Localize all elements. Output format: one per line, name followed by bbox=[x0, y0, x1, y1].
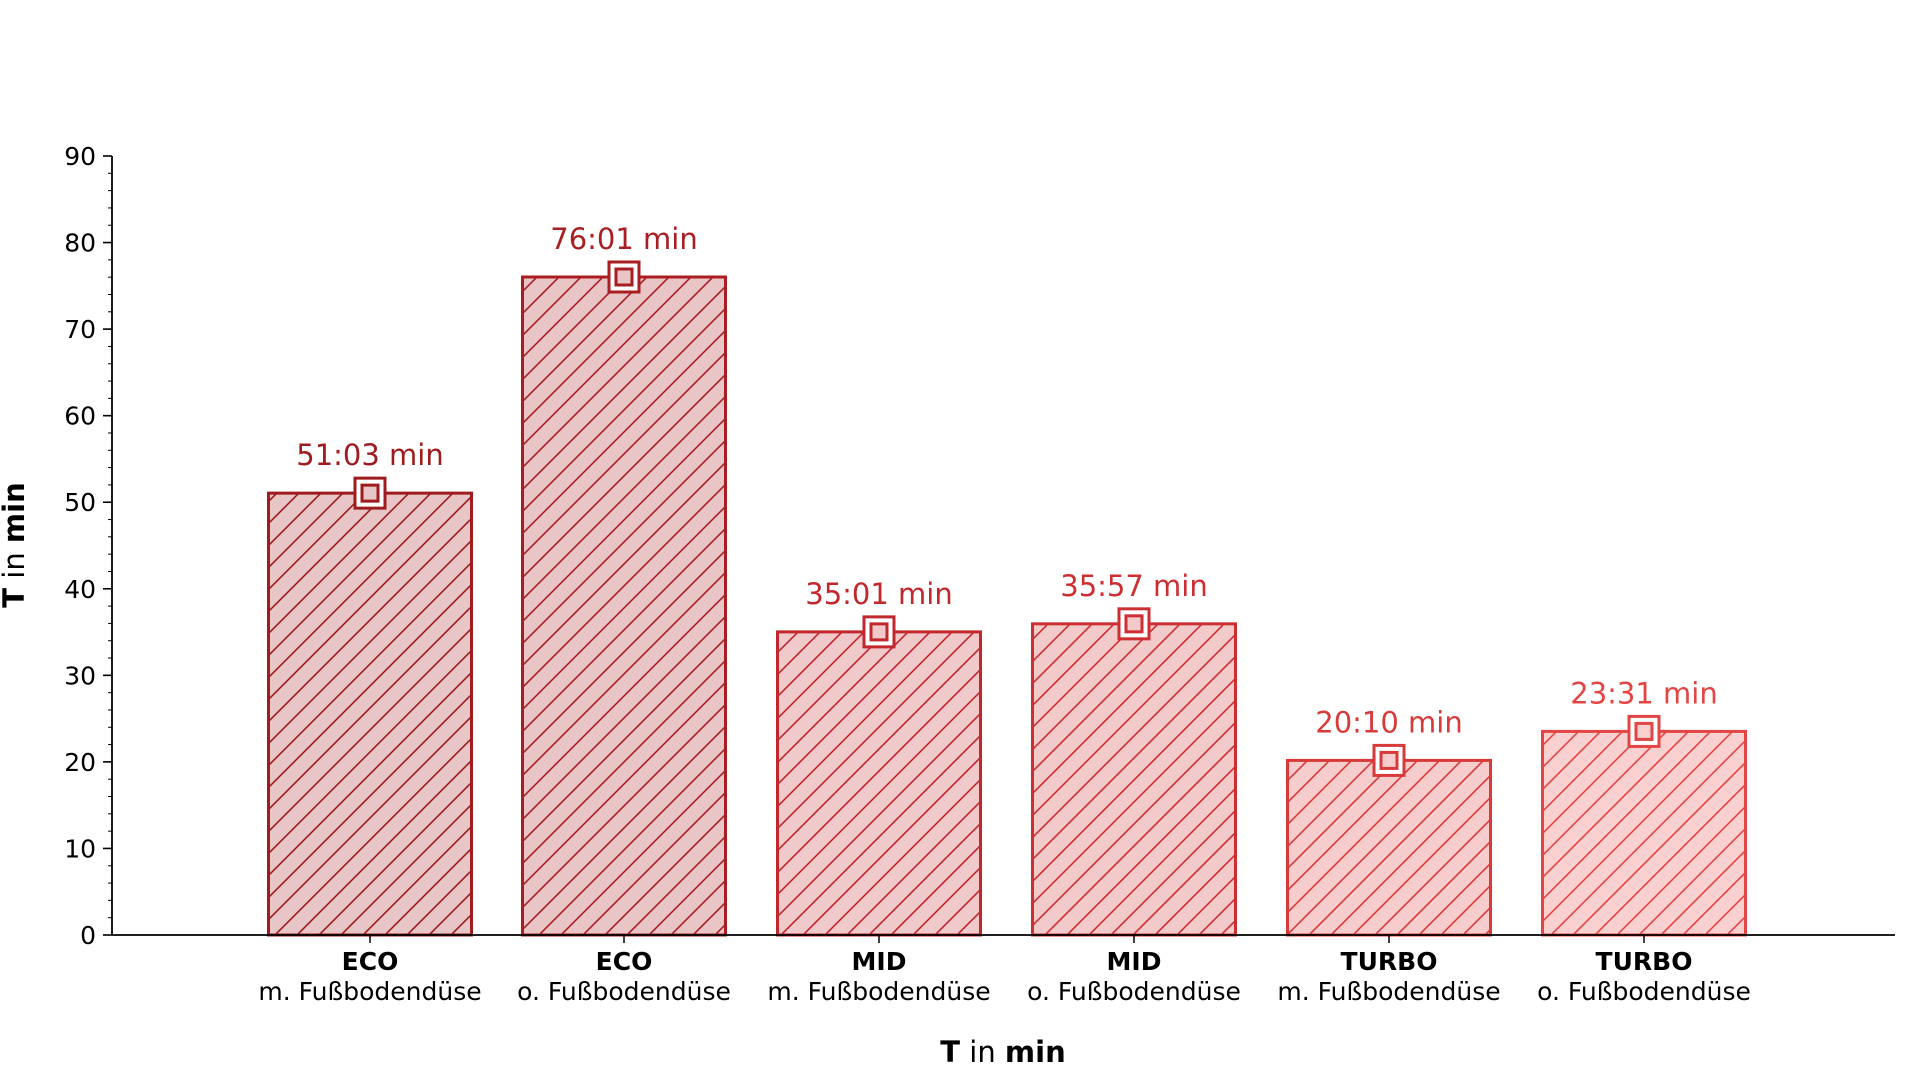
y-tick-label: 40 bbox=[64, 575, 96, 604]
axes-layer bbox=[103, 155, 1895, 943]
bar-1 bbox=[267, 491, 473, 937]
category-variant-label-3: m. Fußbodendüse bbox=[767, 977, 990, 1006]
y-tick-label: 50 bbox=[64, 488, 96, 517]
value-marker-3 bbox=[862, 615, 896, 649]
category-mode-label-4: MID bbox=[1107, 947, 1162, 976]
category-mode-label-1: ECO bbox=[342, 947, 399, 976]
value-label-1: 51:03 min bbox=[296, 438, 443, 472]
value-marker-5 bbox=[1372, 743, 1406, 777]
bars-layer bbox=[267, 260, 1747, 937]
category-variant-label-2: o. Fußbodendüse bbox=[517, 977, 731, 1006]
value-marker-1 bbox=[353, 476, 387, 510]
y-tick-label: 80 bbox=[64, 229, 96, 258]
value-label-5: 20:10 min bbox=[1315, 705, 1462, 739]
category-variant-label-4: o. Fußbodendüse bbox=[1027, 977, 1241, 1006]
y-tick-label: 70 bbox=[64, 315, 96, 344]
y-axis-title: T in min bbox=[0, 482, 31, 607]
value-marker-4 bbox=[1117, 607, 1151, 641]
y-tick-label: 60 bbox=[64, 402, 96, 431]
value-label-6: 23:31 min bbox=[1570, 676, 1717, 710]
category-mode-label-3: MID bbox=[852, 947, 907, 976]
y-tick-label: 10 bbox=[64, 834, 96, 863]
y-tick-label: 90 bbox=[64, 142, 96, 171]
x-axis-title: T in min bbox=[940, 1035, 1065, 1069]
value-marker-6 bbox=[1627, 714, 1661, 748]
y-tick-label: 0 bbox=[80, 921, 96, 950]
bar-2 bbox=[521, 275, 727, 937]
value-label-2: 76:01 min bbox=[550, 222, 697, 256]
bar-5 bbox=[1286, 758, 1492, 937]
category-variant-label-6: o. Fußbodendüse bbox=[1537, 977, 1751, 1006]
category-mode-label-6: TURBO bbox=[1596, 947, 1693, 976]
y-tick-label: 20 bbox=[64, 748, 96, 777]
category-mode-label-2: ECO bbox=[596, 947, 653, 976]
category-mode-label-5: TURBO bbox=[1341, 947, 1438, 976]
value-label-3: 35:01 min bbox=[805, 577, 952, 611]
bar-3 bbox=[776, 630, 982, 937]
value-marker-2 bbox=[607, 260, 641, 294]
category-variant-label-5: m. Fußbodendüse bbox=[1277, 977, 1500, 1006]
y-tick-label: 30 bbox=[64, 661, 96, 690]
value-label-4: 35:57 min bbox=[1060, 569, 1207, 603]
category-variant-label-1: m. Fußbodendüse bbox=[258, 977, 481, 1006]
bar-6 bbox=[1541, 729, 1747, 937]
bar-4 bbox=[1031, 622, 1237, 937]
